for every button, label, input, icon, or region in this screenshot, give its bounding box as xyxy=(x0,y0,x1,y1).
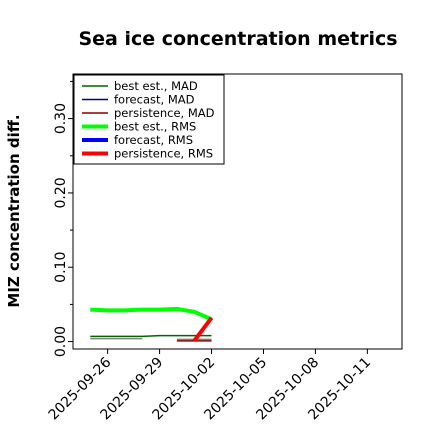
legend-box xyxy=(73,74,225,165)
chart-title: Sea ice concentration metrics xyxy=(78,28,397,50)
legend-label: persistence, MAD xyxy=(114,106,215,120)
legend-label: best est., MAD xyxy=(114,79,198,93)
legend-label: persistence, RMS xyxy=(114,147,213,161)
y-tick-label: 0.30 xyxy=(53,103,69,134)
series-line xyxy=(192,316,214,343)
series-lines xyxy=(90,306,214,343)
y-tick-label: 0.20 xyxy=(53,177,69,208)
x-axis: 2025-09-262025-09-292025-10-022025-10-05… xyxy=(46,349,374,423)
series-line xyxy=(90,334,212,338)
series-line xyxy=(90,306,213,322)
legend-label: forecast, RMS xyxy=(114,133,193,147)
plot-area xyxy=(72,73,403,350)
y-tick-label: 0.10 xyxy=(53,252,69,283)
y-tick-label: 0.00 xyxy=(53,326,69,357)
legend-label: best est., RMS xyxy=(114,120,196,134)
legend-label: forecast, MAD xyxy=(114,93,195,107)
y-axis-label: MIZ concentration diff. xyxy=(5,114,23,307)
y-axis: 0.00 0.10 0.20 0.30 xyxy=(53,80,73,357)
